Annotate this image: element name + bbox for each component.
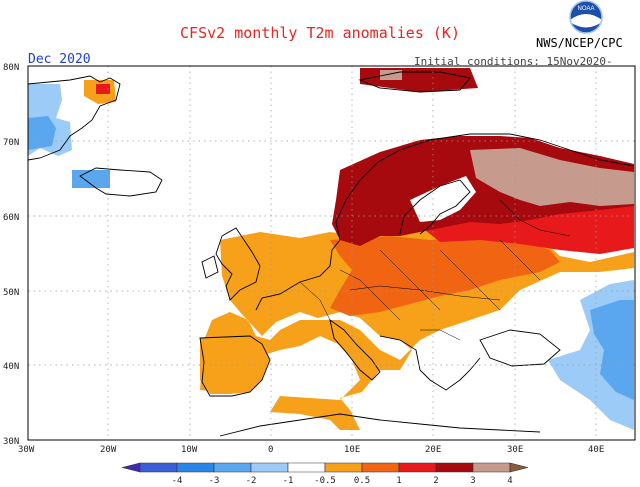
colorbar-swatch [435, 462, 474, 473]
coastline-iberia [199, 335, 271, 397]
country-borders [299, 199, 571, 341]
coastline-baltic [399, 179, 471, 235]
colorbar-swatch [287, 462, 326, 473]
colorbar-swatch [250, 462, 289, 473]
noaa-logo-text: NOAA [577, 6, 594, 12]
colorbar-tick-label: -1 [283, 476, 294, 486]
lon-label-0: 0 [268, 445, 273, 455]
coastline-iceland [79, 167, 163, 197]
anomaly-region-europe-orange [200, 228, 634, 430]
lat-label-30n: 30N [3, 437, 19, 447]
border-7 [420, 329, 461, 341]
anomaly-fields [28, 68, 634, 430]
lon-label-20e: 20E [425, 445, 441, 455]
colorbar-tick-label: -4 [172, 476, 183, 486]
colorbar-swatch [324, 462, 363, 473]
colorbar-swatch [509, 462, 529, 473]
anomaly-gap-baltic [410, 176, 476, 222]
colorbar-swatch [361, 462, 400, 473]
colorbar-tick-label: -3 [209, 476, 220, 486]
border-3 [379, 249, 441, 311]
lon-label-20w: 20W [100, 445, 117, 455]
anomaly-region-red-band [420, 206, 634, 254]
noaa-logo: NOAA [569, 0, 603, 34]
anomaly-region-central-redorange [330, 236, 560, 316]
border-5 [499, 239, 541, 281]
anomaly-region-east-blue [590, 300, 634, 400]
colorbar-tick-label: 3 [470, 476, 475, 486]
colorbar-swatch [121, 462, 141, 473]
lat-label-80n: 80N [3, 63, 19, 73]
coastline-balkans [379, 335, 481, 391]
coastline-europe-west [255, 239, 341, 311]
anomaly-region-north-red [96, 84, 110, 94]
anomaly-region-arctic-tan [380, 70, 402, 80]
lat-label-40n: 40N [3, 362, 19, 372]
colorbar: -4 -3 -2 -1 -0.5 0.5 1 2 3 4 [121, 462, 529, 486]
border-6 [349, 285, 501, 301]
anomaly-region-iceland-blue [72, 170, 110, 188]
lon-label-30e: 30E [507, 445, 523, 455]
anomaly-region-tan [470, 148, 634, 206]
colorbar-swatch [398, 462, 437, 473]
colorbar-tick-label: 1 [396, 476, 401, 486]
colorbar-tick-label: 4 [507, 476, 512, 486]
map-title: CFSv2 monthly T2m anomalies (K) [180, 24, 460, 42]
border-8 [499, 199, 571, 237]
border-2 [339, 269, 401, 321]
colorbar-swatch [176, 462, 215, 473]
anomaly-region-west-blue-dark [28, 116, 56, 150]
month-label: Dec 2020 [28, 52, 91, 67]
graticule [28, 66, 635, 440]
lat-label-70n: 70N [3, 138, 19, 148]
coastlines [27, 71, 635, 437]
colorbar-tick-label: 2 [433, 476, 438, 486]
colorbar-tick-label: -2 [246, 476, 257, 486]
coastline-north-africa [219, 413, 541, 437]
colorbar-swatch [213, 462, 252, 473]
coastline-uk [201, 227, 261, 301]
lat-label-50n: 50N [3, 288, 19, 298]
lat-label-60n: 60N [3, 213, 19, 223]
coastline-novaya [358, 71, 471, 93]
lon-label-30w: 30W [18, 445, 35, 455]
organization-label: NWS/NCEP/CPC [536, 36, 623, 50]
map-frame [27, 65, 636, 441]
coastline-scandinavia [335, 133, 635, 241]
coastline-italy [329, 318, 381, 381]
border-1 [299, 281, 331, 321]
colorbar-tick-label: 0.5 [354, 476, 370, 486]
colorbar-tick-label: -0.5 [314, 476, 336, 486]
longitude-labels: 30W 20W 10W 0 10E 20E 30E 40E [18, 445, 604, 455]
coastline-greenland [27, 75, 121, 161]
colorbar-swatch [472, 462, 511, 473]
lon-label-10e: 10E [344, 445, 360, 455]
lon-label-10w: 10W [181, 445, 198, 455]
colorbar-swatch [139, 462, 178, 473]
latitude-labels: 80N 70N 60N 50N 40N 30N [3, 63, 19, 447]
lon-label-40e: 40E [588, 445, 604, 455]
border-4 [439, 249, 501, 311]
anomaly-region-iberia-orange [200, 336, 270, 394]
